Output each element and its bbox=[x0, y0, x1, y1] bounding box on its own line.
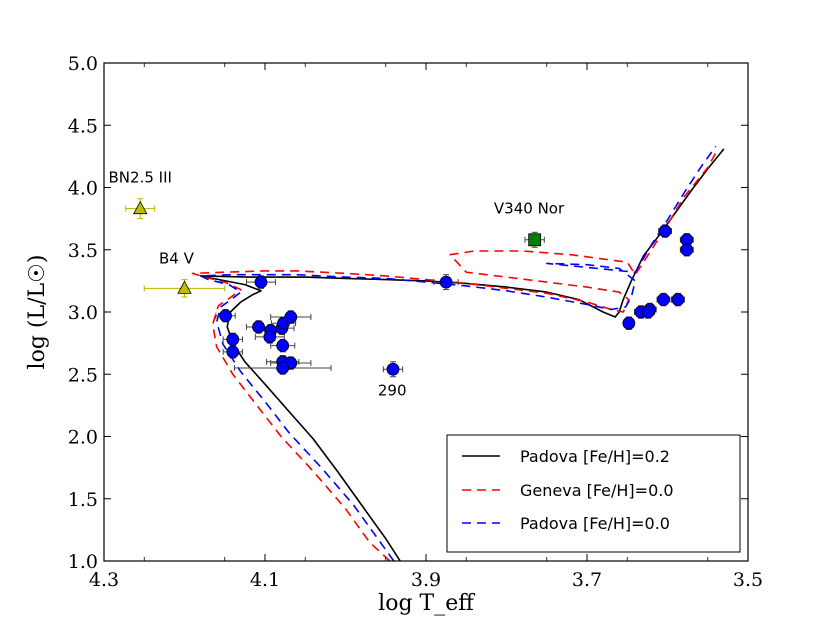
data-point-13 bbox=[276, 361, 290, 375]
data-point-9 bbox=[284, 310, 298, 324]
x-tick-label-2: 3.9 bbox=[411, 569, 441, 591]
data-point-14 bbox=[386, 362, 400, 376]
y-tick-label-7: 4.5 bbox=[68, 115, 98, 137]
legend-label-padova-02: Padova [Fe/H]=0.2 bbox=[520, 447, 670, 466]
y-tick-label-4: 3.0 bbox=[68, 302, 98, 324]
legend-label-geneva-00: Geneva [Fe/H]=0.0 bbox=[520, 481, 674, 500]
annotations: BN2.5 III B4 V V340 Nor 290 bbox=[109, 169, 565, 400]
curve-padova-00 bbox=[199, 145, 717, 561]
y-tick-label-6: 4.0 bbox=[68, 178, 98, 200]
data-point-19 bbox=[641, 305, 655, 319]
y-tick-label-1: 1.5 bbox=[68, 489, 98, 511]
curve-padova-02 bbox=[199, 148, 725, 561]
y-tick-label-8: 5.0 bbox=[68, 53, 98, 75]
data-point-1 bbox=[219, 309, 232, 323]
x-tick-label-3: 3.7 bbox=[572, 569, 602, 591]
y-axis-label: log (L/L☉) bbox=[25, 255, 50, 370]
annotation-0: BN2.5 III bbox=[109, 169, 172, 187]
isochrone-curves bbox=[191, 145, 725, 561]
x-tick-label-4: 3.5 bbox=[733, 569, 763, 591]
annotation-3: 290 bbox=[378, 381, 407, 399]
legend-box bbox=[446, 434, 741, 553]
data-point-4 bbox=[252, 320, 265, 334]
data-point-20 bbox=[657, 293, 670, 306]
y-axis-ticks: 1.0 1.5 2.0 2.5 3.0 3.5 4.0 4.5 5.0 bbox=[68, 53, 748, 573]
bstar-triangle-1 bbox=[177, 280, 192, 294]
data-point-21 bbox=[671, 293, 685, 306]
x-axis-ticks: 4.3 4.1 3.9 3.7 3.5 bbox=[89, 63, 763, 591]
x-tick-label-1: 4.1 bbox=[250, 569, 280, 591]
v340-nor-square bbox=[528, 233, 542, 247]
bstar-triangle-0 bbox=[133, 200, 148, 215]
legend-label-padova-00: Padova [Fe/H]=0.0 bbox=[520, 514, 670, 533]
x-axis-label: log T_eff bbox=[378, 591, 475, 616]
data-point-22 bbox=[658, 224, 672, 238]
y-tick-label-2: 2.0 bbox=[68, 427, 98, 449]
y-tick-label-3: 2.5 bbox=[68, 364, 98, 386]
y-tick-label-0: 1.0 bbox=[68, 551, 98, 573]
data-point-0 bbox=[254, 275, 268, 289]
curve-geneva-00 bbox=[191, 152, 717, 561]
annotation-1: B4 V bbox=[159, 249, 195, 267]
data-point-10 bbox=[276, 339, 290, 353]
legend: Padova [Fe/H]=0.2 Geneva [Fe/H]=0.0 Pado… bbox=[446, 434, 741, 553]
data-point-24 bbox=[680, 243, 694, 257]
x-tick-label-0: 4.3 bbox=[89, 569, 119, 591]
y-tick-label-5: 3.5 bbox=[68, 240, 98, 262]
annotation-2: V340 Nor bbox=[494, 200, 565, 218]
data-point-16 bbox=[622, 316, 636, 330]
data-point-15 bbox=[439, 275, 453, 289]
data-markers bbox=[133, 200, 694, 376]
data-point-2 bbox=[226, 332, 240, 346]
data-point-3 bbox=[226, 345, 240, 359]
data-point-6 bbox=[263, 330, 277, 344]
